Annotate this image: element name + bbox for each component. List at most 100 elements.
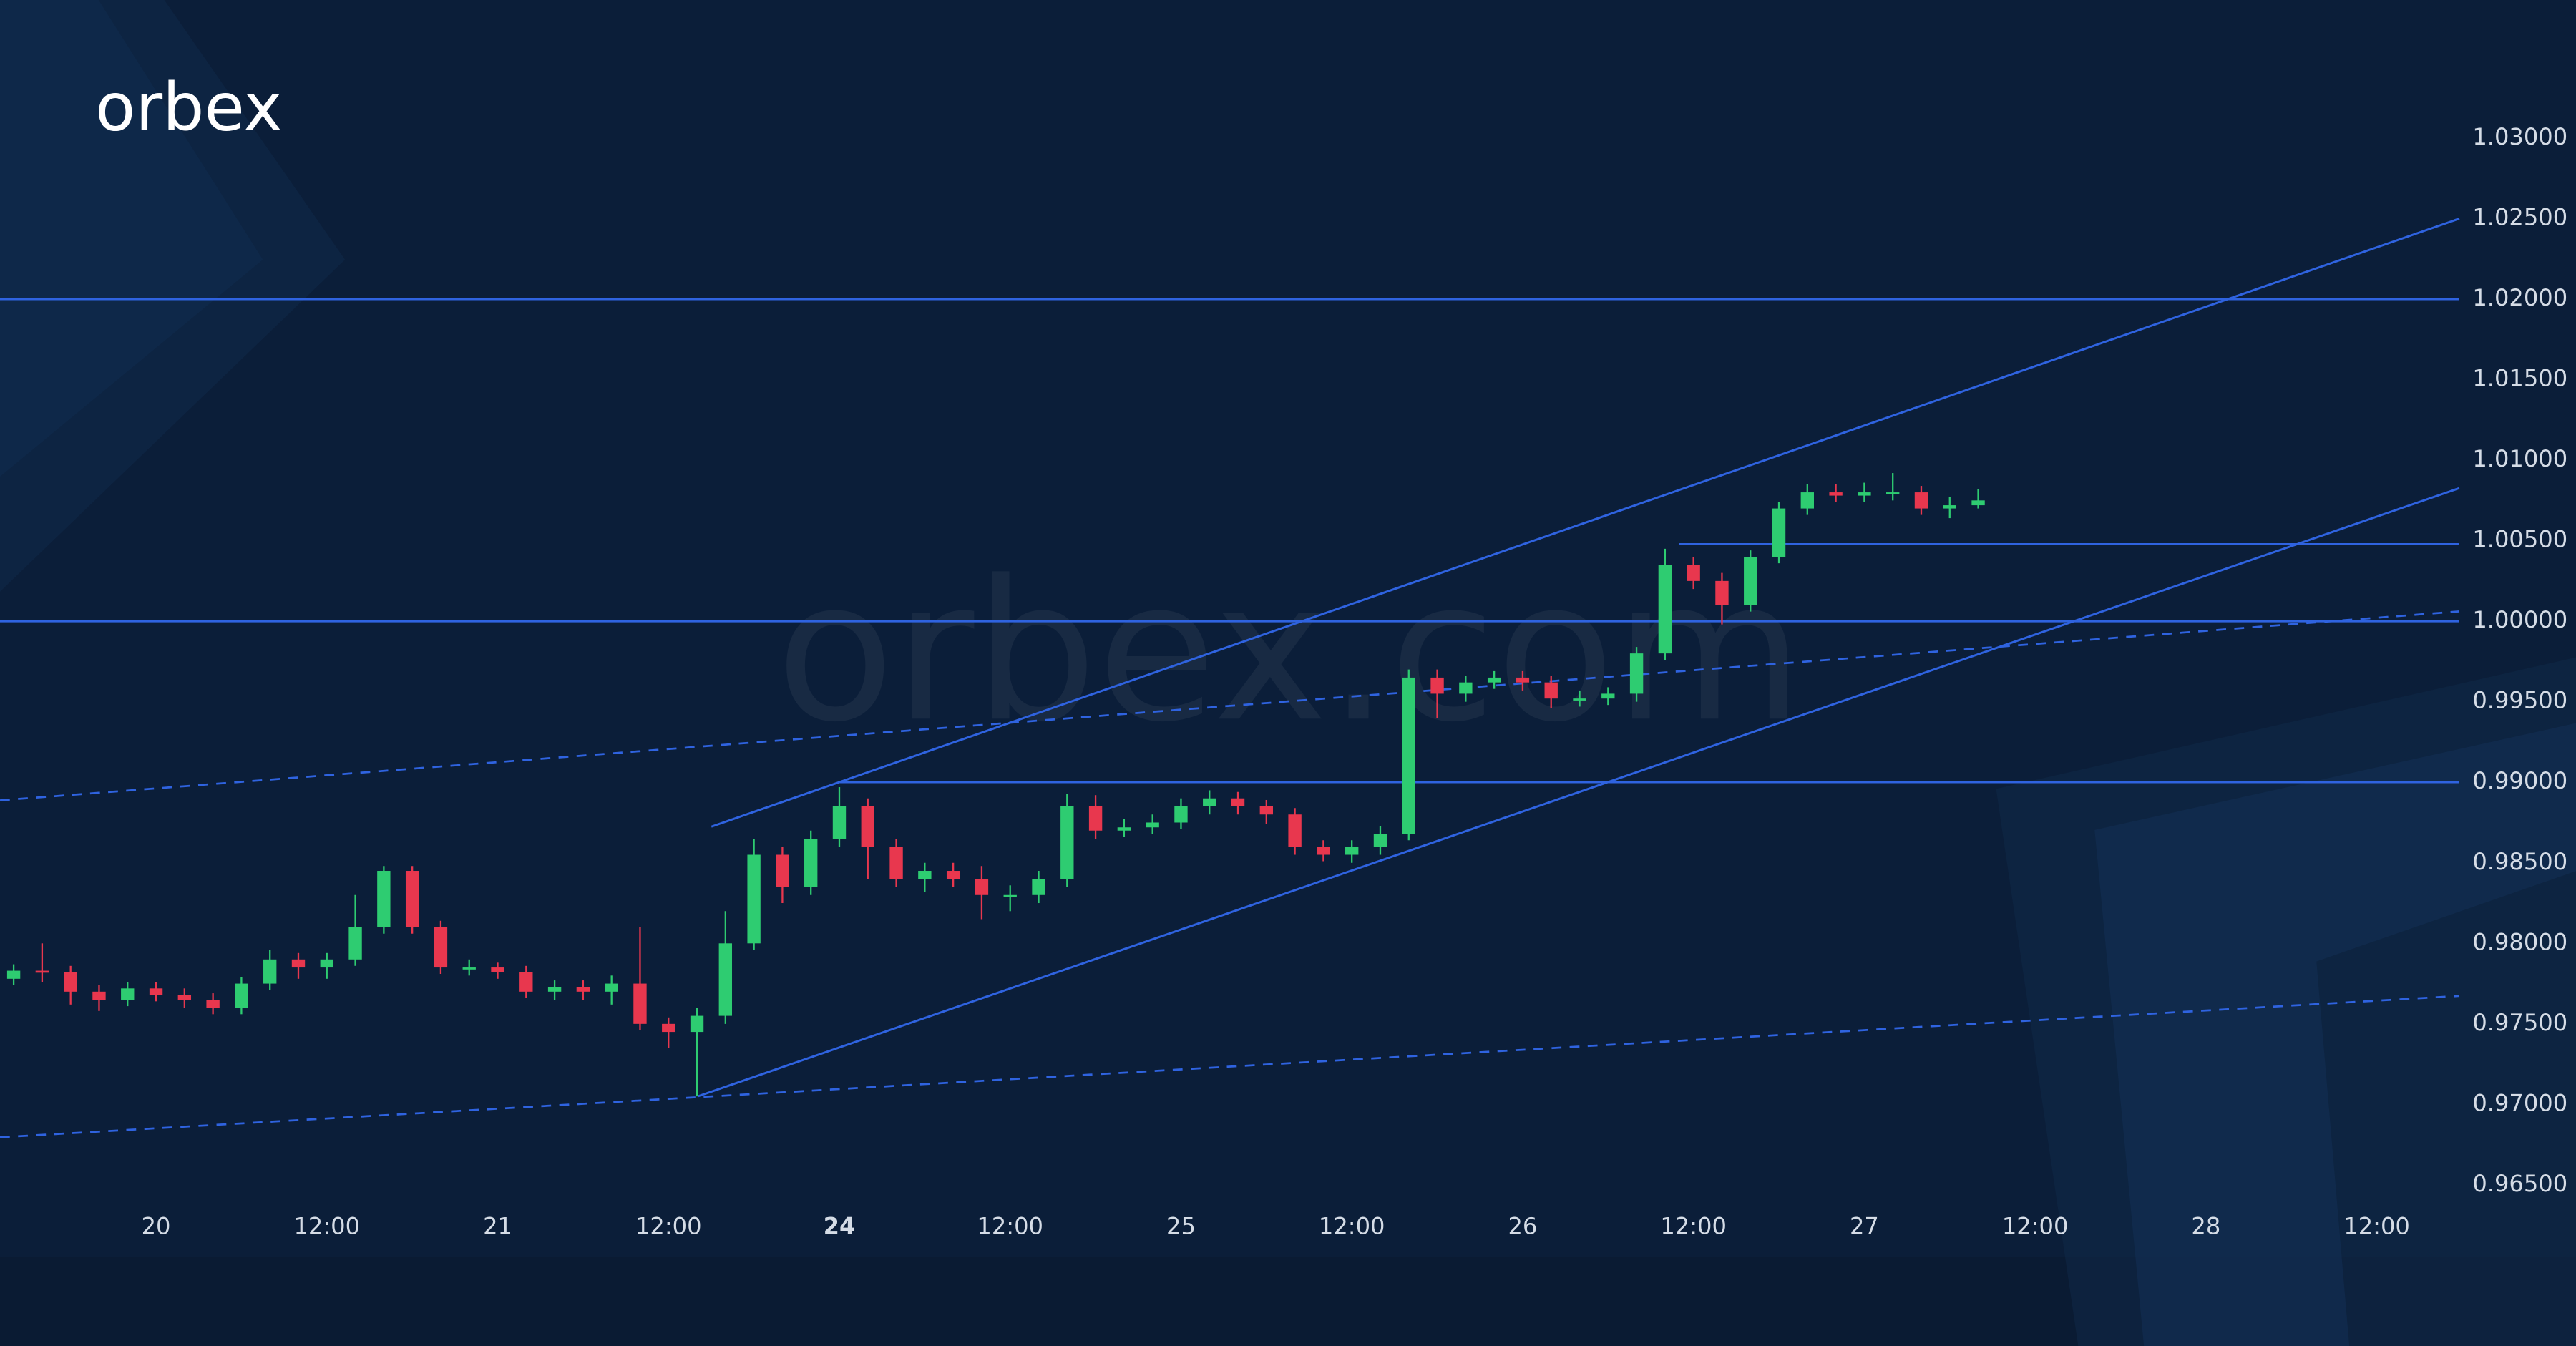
- candle-body: [1687, 565, 1700, 581]
- candle-body: [149, 988, 163, 995]
- candle-body: [889, 847, 903, 879]
- candle-body: [1744, 557, 1757, 605]
- candle-body: [462, 967, 476, 970]
- x-tick-label: 25: [1166, 1213, 1196, 1240]
- dashed-line: [0, 995, 2460, 1138]
- y-tick-label: 1.00500: [2472, 526, 2567, 553]
- candle-body: [1117, 827, 1131, 831]
- drawings: [0, 218, 2460, 1138]
- candle-body: [1971, 500, 1985, 506]
- candle-body: [576, 987, 590, 992]
- candle-body: [946, 871, 960, 879]
- candle-body: [177, 995, 192, 1000]
- y-tick-label: 0.99500: [2472, 687, 2567, 714]
- y-tick-label: 0.98000: [2472, 928, 2567, 955]
- logo: orbex: [95, 69, 282, 146]
- watermark: orbex.com: [776, 538, 1803, 764]
- candle-body: [861, 806, 874, 847]
- y-tick-label: 1.00000: [2472, 606, 2567, 633]
- candle-body: [1060, 806, 1074, 879]
- candle-body: [1231, 798, 1245, 806]
- candle-body: [1288, 814, 1302, 847]
- x-tick-label: 12:00: [293, 1213, 360, 1240]
- candle-body: [1601, 693, 1615, 699]
- candle-body: [1800, 492, 1815, 509]
- candle-body: [405, 871, 419, 927]
- candle-body: [1886, 492, 1900, 494]
- x-tick-label: 12:00: [1319, 1213, 1385, 1240]
- candle-body: [1032, 879, 1045, 895]
- candle-body: [1430, 677, 1444, 694]
- bg-shape: [0, 0, 346, 592]
- y-tick-label: 1.01000: [2472, 445, 2567, 472]
- candle-body: [1003, 894, 1017, 897]
- candle-body: [263, 959, 277, 984]
- x-tick-label: 26: [1508, 1213, 1537, 1240]
- y-tick-label: 1.03000: [2472, 123, 2567, 150]
- y-tick-label: 1.02000: [2472, 284, 2567, 311]
- x-tick-label: 12:00: [2343, 1213, 2410, 1240]
- y-tick-label: 0.97500: [2472, 1009, 2567, 1036]
- candle-body: [918, 871, 932, 879]
- candle-body: [1345, 847, 1359, 855]
- x-tick-label: 27: [1850, 1213, 1879, 1240]
- candle-body: [6, 970, 21, 979]
- dashed-line: [0, 610, 2460, 801]
- candle-body: [235, 983, 248, 1008]
- candle-body: [434, 927, 448, 968]
- x-tick-label: 20: [142, 1213, 171, 1240]
- candle-body: [832, 806, 847, 839]
- candle-body: [1715, 580, 1729, 605]
- y-tick-label: 0.98500: [2472, 848, 2567, 875]
- candle-body: [1146, 822, 1159, 828]
- bg-shape: [2094, 723, 2576, 1346]
- candle-body: [662, 1023, 675, 1033]
- candle-body: [1573, 698, 1586, 701]
- candle-body: [1544, 682, 1558, 699]
- y-tick-label: 0.96500: [2472, 1170, 2567, 1197]
- x-tick-label: 21: [483, 1213, 512, 1240]
- candle-body: [1317, 847, 1330, 855]
- bg-shape: [1996, 657, 2576, 1346]
- y-tick-label: 0.99000: [2472, 767, 2567, 794]
- x-tick-label: 28: [2191, 1213, 2220, 1240]
- candle-body: [1259, 806, 1274, 815]
- y-tick-label: 0.97000: [2472, 1089, 2567, 1116]
- candle-body: [804, 838, 818, 887]
- candle-body: [690, 1015, 704, 1033]
- candle-body: [718, 943, 733, 1016]
- candle-body: [121, 988, 135, 1000]
- candle-body: [1516, 677, 1530, 683]
- candle-body: [605, 983, 618, 992]
- candle-body: [1914, 492, 1928, 509]
- candle-body: [1629, 653, 1644, 694]
- x-tick-label: 12:00: [635, 1213, 702, 1240]
- candle-body: [1174, 806, 1188, 823]
- candle-body: [1088, 806, 1103, 831]
- candle-body: [547, 987, 562, 992]
- y-tick-label: 1.02500: [2472, 203, 2567, 230]
- candle-body: [92, 991, 106, 1000]
- candle-body: [206, 1000, 220, 1008]
- candle-body: [519, 972, 533, 992]
- candle-body: [35, 970, 49, 973]
- candle-body: [491, 967, 504, 972]
- candle-body: [1487, 677, 1501, 683]
- candle-body: [377, 871, 391, 927]
- y-tick-label: 1.01500: [2472, 365, 2567, 392]
- candle-body: [1858, 492, 1871, 496]
- candle-body: [776, 854, 789, 887]
- channel-line: [711, 218, 2460, 828]
- candle-body: [1459, 682, 1473, 694]
- x-tick-label: 12:00: [1660, 1213, 1727, 1240]
- candle-body: [1772, 508, 1786, 557]
- candle-body: [747, 854, 761, 944]
- candle-body: [291, 959, 306, 968]
- candle-body: [1829, 492, 1843, 496]
- bg-shape: [0, 0, 263, 477]
- x-tick-label: 12:00: [977, 1213, 1043, 1240]
- x-tick-label: 12:00: [2002, 1213, 2069, 1240]
- channel-line: [698, 487, 2460, 1098]
- candle-body: [1943, 505, 1956, 509]
